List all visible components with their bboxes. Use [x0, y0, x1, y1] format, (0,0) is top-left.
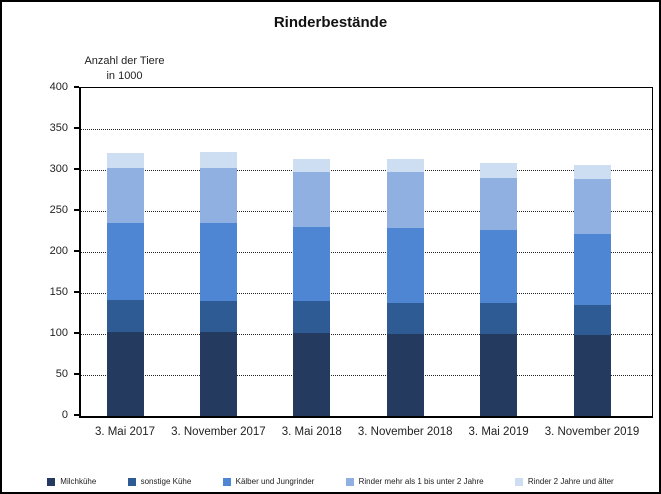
bar-segment [293, 333, 331, 416]
legend-label: Milchkühe [60, 477, 97, 486]
legend-item: Kälber und Jungrinder [222, 477, 315, 486]
bar-segment [106, 152, 144, 168]
bar-segment [573, 165, 611, 180]
y-tick-label: 200 [49, 245, 68, 257]
y-tick-label: 50 [55, 368, 68, 380]
y-tick-mark [74, 209, 79, 211]
y-tick-mark [74, 127, 79, 129]
bar-segment [293, 172, 331, 228]
bar-segment [386, 158, 424, 173]
y-tick-label: 100 [49, 327, 68, 339]
y-tick-mark [74, 373, 79, 375]
gridline [81, 252, 652, 253]
bar-segment [199, 332, 237, 416]
y-tick-mark [74, 414, 79, 416]
bar [106, 88, 144, 416]
bar-segment [106, 223, 144, 300]
legend-swatch [127, 477, 136, 486]
legend: Milchkühe sonstige Kühe Kälber und Jungrin… [2, 477, 659, 486]
bar-segment [573, 334, 611, 416]
plot-area [79, 87, 653, 418]
bar-segment [480, 229, 518, 303]
x-category-label: 3. Mai 2017 [94, 426, 156, 438]
gridline [81, 170, 652, 171]
bar-segment [480, 334, 518, 416]
x-category-label: 3. November 2018 [357, 426, 453, 438]
y-axis-title-line2: in 1000 [106, 69, 143, 82]
gridline [81, 293, 652, 294]
x-category-label: 3. November 2017 [171, 426, 266, 438]
bar-segment [573, 179, 611, 234]
gridline [81, 334, 652, 335]
legend-label: sonstige Kühe [140, 477, 192, 486]
gridline [81, 129, 652, 130]
legend-item: Rinder 2 Jahre und älter [514, 477, 614, 486]
legend-label: Kälber und Jungrinder [235, 477, 315, 486]
y-tick-label: 350 [49, 122, 68, 134]
bar [293, 88, 331, 416]
bar [480, 88, 518, 416]
legend-label: Rinder 2 Jahre und älter [527, 477, 614, 486]
y-tick-label: 300 [49, 163, 68, 175]
x-category-label: 3. Mai 2019 [468, 426, 529, 438]
y-tick-mark [74, 332, 79, 334]
x-category-label: 3. Mai 2018 [281, 426, 342, 438]
y-tick-label: 0 [61, 409, 68, 421]
bar-segment [293, 227, 331, 302]
bar-segment [106, 167, 144, 224]
legend-swatch [345, 477, 354, 486]
bar-segment [386, 334, 424, 416]
bar-segment [386, 302, 424, 334]
y-axis-title: Anzahl der Tiere in 1000 [72, 54, 177, 84]
y-tick-mark [74, 168, 79, 170]
chart-title: Rinderbestände [273, 14, 388, 31]
bar [386, 88, 424, 416]
bar-segment [480, 163, 518, 179]
y-tick-mark [74, 86, 79, 88]
bar-segment [573, 233, 611, 306]
bar-segment [386, 172, 424, 229]
y-tick-label: 250 [49, 204, 68, 216]
legend-swatch [47, 477, 56, 486]
bar-segment [199, 301, 237, 333]
bar-segment [386, 228, 424, 303]
bar-segment [106, 299, 144, 332]
bar-segment [199, 167, 237, 224]
bar-segment [480, 302, 518, 334]
bar-segment [573, 305, 611, 335]
x-category-label: 3. November 2019 [544, 426, 640, 438]
bar-segment [106, 331, 144, 416]
bar [199, 88, 237, 416]
bar [573, 88, 611, 416]
gridline [81, 375, 652, 376]
y-tick-mark [74, 250, 79, 252]
legend-item: sonstige Kühe [127, 477, 192, 486]
bar-segment [480, 178, 518, 230]
bar-segment [293, 159, 331, 173]
legend-label: Rinder mehr als 1 bis unter 2 Jahre [358, 477, 484, 486]
bar-segment [293, 301, 331, 334]
y-tick-mark [74, 291, 79, 293]
y-tick-label: 150 [49, 286, 68, 298]
legend-item: Milchkühe [47, 477, 96, 486]
gridline [81, 211, 652, 212]
legend-swatch [514, 477, 523, 486]
legend-swatch [222, 477, 231, 486]
bar-segment [199, 223, 237, 302]
legend-item: Rinder mehr als 1 bis unter 2 Jahre [345, 477, 484, 486]
y-tick-label: 400 [49, 81, 68, 93]
y-axis-title-line1: Anzahl der Tiere [84, 55, 165, 67]
bar-segment [199, 151, 237, 168]
